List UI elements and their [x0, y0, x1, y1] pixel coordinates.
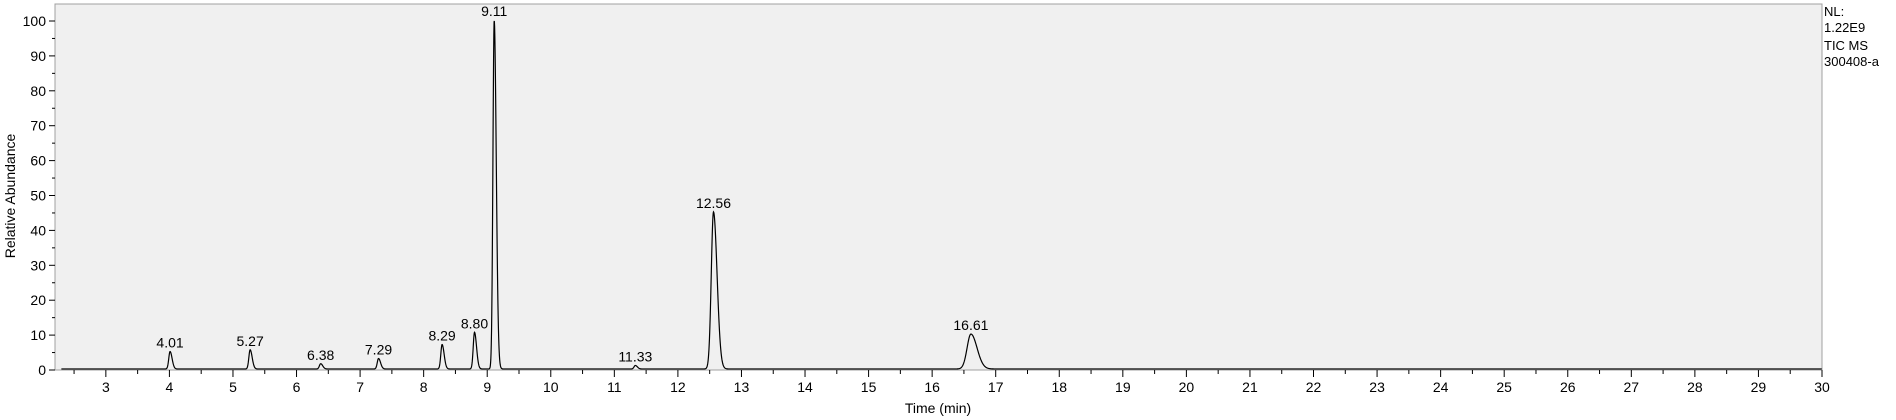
- x-tick-label: 24: [1433, 379, 1449, 395]
- peak-label: 16.61: [953, 317, 988, 333]
- x-tick-label: 29: [1751, 379, 1767, 395]
- y-tick-label: 30: [30, 257, 46, 273]
- y-tick-label: 50: [30, 188, 46, 204]
- x-tick-label: 22: [1306, 379, 1322, 395]
- peak-labels: 4.01 5.27 6.38 7.29 8.29 8.80 9.11 11.33 12.56 16…: [156, 3, 988, 365]
- y-tick-label: 90: [30, 48, 46, 64]
- y-tick-label: 80: [30, 83, 46, 99]
- x-tick-label: 8: [420, 379, 428, 395]
- peak-label: 9.11: [481, 3, 507, 19]
- x-axis-title: Time (min): [905, 400, 971, 416]
- x-tick-label: 18: [1051, 379, 1067, 395]
- x-tick-label: 19: [1115, 379, 1131, 395]
- peak-label: 5.27: [237, 333, 264, 349]
- x-tick-label: 25: [1496, 379, 1512, 395]
- x-tick-label: 27: [1624, 379, 1640, 395]
- x-tick-label: 7: [356, 379, 364, 395]
- peak-label: 11.33: [618, 349, 652, 365]
- info-line-4: 300408-a: [1824, 54, 1880, 69]
- x-tick-label: 6: [293, 379, 301, 395]
- peak-label: 7.29: [365, 342, 392, 358]
- y-axis-title: Relative Abundance: [2, 134, 18, 259]
- x-tick-label: 14: [797, 379, 813, 395]
- x-tick-label: 28: [1687, 379, 1703, 395]
- x-axis: 3 4 5 6 7 8 9 10 11 12 13 14 15 16 17 18 19 20 21 22 23 24 25 2…: [73, 370, 1830, 395]
- info-line-1: NL:: [1824, 4, 1844, 19]
- x-tick-label: 30: [1814, 379, 1830, 395]
- x-tick-label: 15: [861, 379, 877, 395]
- peak-label: 6.38: [307, 347, 334, 363]
- y-tick-label: 10: [30, 327, 46, 343]
- info-line-2: 1.22E9: [1824, 20, 1865, 35]
- info-block: NL: 1.22E9 TIC MS 300408-a: [1824, 4, 1880, 69]
- x-tick-label: 26: [1560, 379, 1576, 395]
- peak-label: 8.29: [428, 328, 455, 344]
- y-tick-label: 40: [30, 222, 46, 238]
- peak-label: 12.56: [696, 195, 731, 211]
- x-tick-label: 13: [734, 379, 750, 395]
- x-tick-label: 5: [229, 379, 237, 395]
- tic-trace: [61, 20, 1822, 370]
- x-tick-label: 20: [1179, 379, 1195, 395]
- x-tick-label: 12: [670, 379, 686, 395]
- x-tick-label: 23: [1369, 379, 1385, 395]
- peak-label: 4.01: [156, 335, 183, 351]
- y-tick-label: 60: [30, 153, 46, 169]
- x-tick-label: 11: [607, 379, 622, 395]
- y-tick-label: 0: [38, 362, 46, 378]
- y-axis: 0 10 20 30 40 50 60 70 80 90 100: [23, 13, 55, 378]
- x-tick-label: 17: [988, 379, 1004, 395]
- x-tick-label: 3: [102, 379, 110, 395]
- y-tick-label: 20: [30, 292, 46, 308]
- x-tick-label: 9: [483, 379, 491, 395]
- y-tick-label: 70: [30, 118, 46, 134]
- info-line-3: TIC MS: [1824, 38, 1868, 53]
- x-tick-label: 4: [166, 379, 174, 395]
- x-tick-label: 10: [543, 379, 559, 395]
- x-tick-label: 21: [1242, 379, 1258, 395]
- peak-label: 8.80: [461, 315, 488, 331]
- plot-area: [54, 3, 1823, 371]
- y-tick-label: 100: [23, 13, 47, 29]
- x-tick-label: 16: [924, 379, 940, 395]
